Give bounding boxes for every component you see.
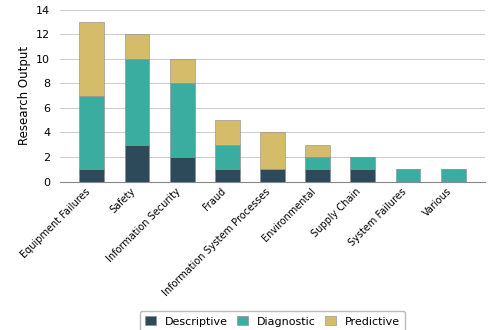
Bar: [124, 59, 150, 145]
Bar: [306, 157, 330, 169]
Legend: Descriptive, Diagnostic, Predictive: Descriptive, Diagnostic, Predictive: [140, 311, 406, 330]
Bar: [170, 83, 194, 157]
Bar: [306, 169, 330, 182]
Bar: [124, 145, 150, 182]
Bar: [350, 157, 376, 169]
Bar: [215, 169, 240, 182]
Y-axis label: Research Output: Research Output: [18, 46, 30, 145]
Bar: [170, 157, 194, 182]
Bar: [80, 96, 104, 169]
Bar: [260, 169, 285, 182]
Bar: [260, 132, 285, 169]
Bar: [306, 145, 330, 157]
Bar: [80, 22, 104, 96]
Bar: [80, 169, 104, 182]
Bar: [441, 169, 466, 182]
Bar: [215, 145, 240, 169]
Bar: [170, 59, 194, 83]
Bar: [396, 169, 420, 182]
Bar: [124, 34, 150, 59]
Bar: [350, 169, 376, 182]
Bar: [215, 120, 240, 145]
